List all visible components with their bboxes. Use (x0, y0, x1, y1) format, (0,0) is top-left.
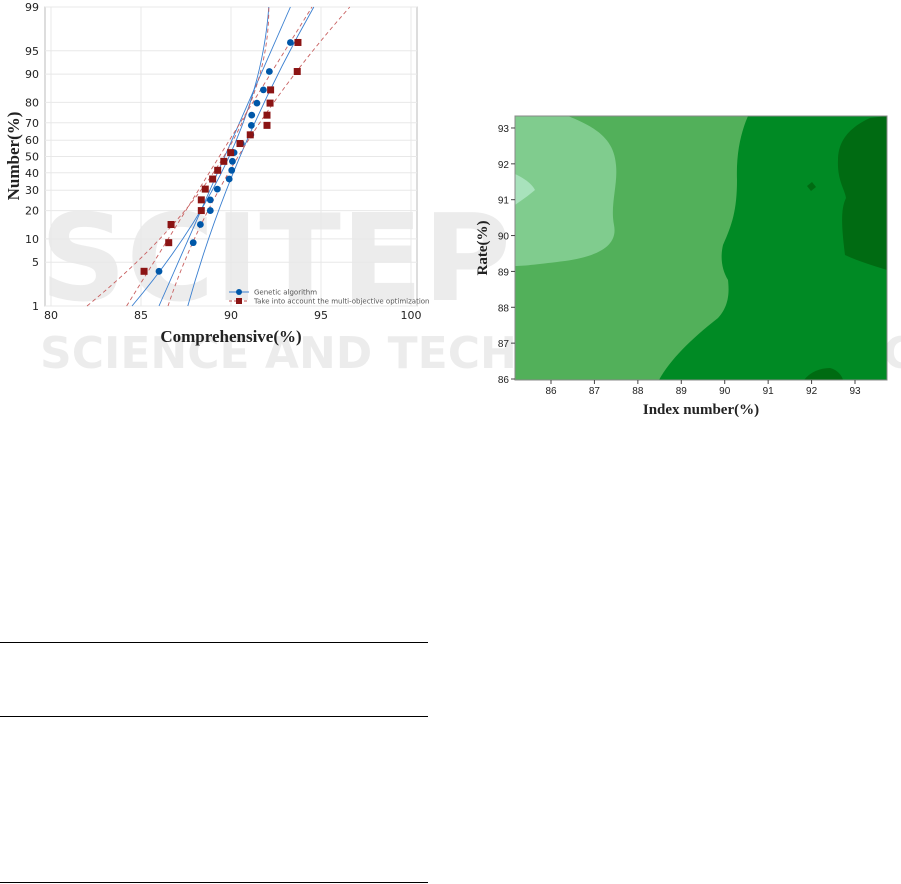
data-point-multiobjective (167, 220, 175, 228)
table-header-rule (0, 716, 428, 717)
data-point-multiobjective (165, 239, 173, 247)
probability-plot: 80 85 90 95 100 1 5 10 20 30 40 50 60 70 80 90 95 99 Comp… (4, 1, 430, 346)
data-point-multiobjective (209, 175, 217, 183)
data-point-multiobjective (263, 111, 271, 119)
data-point-genetic (228, 166, 236, 174)
data-point-multiobjective (236, 140, 244, 148)
table-top-rule (0, 642, 428, 643)
y-tick-label: 10 (25, 233, 39, 246)
contour-x-tick-label: 87 (589, 386, 601, 397)
data-point-multiobjective (266, 99, 274, 107)
y-tick-label: 80 (25, 96, 39, 109)
contour-y-tick-label: 87 (498, 339, 510, 350)
x-tick-label: 95 (314, 309, 328, 322)
grid (45, 6, 417, 307)
contour-x-tick-label: 92 (806, 386, 818, 397)
contour-region-darkest (837, 116, 887, 270)
data-points (140, 38, 302, 275)
fit-lines (86, 6, 351, 307)
contour-region-light (515, 116, 617, 266)
fit-line (158, 6, 291, 307)
data-point-multiobjective (220, 157, 228, 165)
contour-plot-area (514, 115, 888, 381)
contour-y-tick-label: 90 (498, 232, 510, 243)
contour-y-tick-label: 88 (498, 303, 510, 314)
y-tick-label: 99 (25, 1, 39, 14)
confidence-band-ci-lower (86, 6, 270, 307)
tick-labels: 80 85 90 95 100 1 5 10 20 30 40 50 60 70 80 90 95 99 (25, 1, 422, 322)
contour-y-tick-label: 89 (498, 267, 510, 278)
data-point-multiobjective (267, 86, 275, 94)
data-point-genetic (197, 221, 204, 228)
contour-x-tick-label: 89 (676, 386, 688, 397)
data-point-genetic (287, 39, 294, 46)
y-tick-label: 5 (32, 256, 39, 269)
x-axis-label: Comprehensive(%) (160, 327, 301, 346)
y-tick-label: 1 (32, 300, 39, 313)
data-point-genetic (225, 175, 233, 183)
data-point-multiobjective (294, 38, 302, 46)
y-tick-label: 95 (25, 45, 39, 58)
contour-y-axis-label: Rate(%) (475, 221, 491, 276)
data-point-multiobjective (214, 166, 222, 174)
confidence-band-ci-upper (187, 6, 315, 307)
data-point-genetic (189, 239, 197, 247)
data-point-genetic (206, 196, 214, 204)
data-point-multiobjective (263, 121, 271, 129)
y-tick-label: 50 (25, 151, 39, 164)
y-axis-label: Number(%) (4, 112, 23, 201)
table-bottom-rule (0, 882, 428, 883)
y-tick-label: 30 (25, 184, 39, 197)
x-tick-label: 80 (44, 309, 58, 322)
legend-marker-circle (236, 289, 242, 295)
contour-x-tick-label: 88 (632, 386, 644, 397)
data-point-genetic (206, 207, 214, 214)
contour-y-tick-label: 91 (498, 196, 510, 207)
y-tick-label: 70 (25, 117, 39, 130)
x-tick-label: 90 (224, 309, 238, 322)
contour-spot (807, 182, 816, 191)
contour-plot: 86 87 88 89 90 91 92 93 86 87 88 89 90 91 92 93 Index n… (475, 115, 888, 418)
legend: Genetic algorithm Take into account the … (229, 289, 430, 306)
contour-y-tick-label: 86 (498, 375, 510, 386)
data-point-genetic (155, 267, 163, 275)
data-point-multiobjective (201, 185, 209, 193)
x-tick-label: 85 (134, 309, 148, 322)
contour-x-tick-label: 93 (849, 386, 861, 397)
confidence-band-ci-lower (131, 6, 270, 307)
data-point-genetic (248, 111, 256, 119)
data-point-multiobjective (293, 68, 301, 76)
x-tick-label: 100 (401, 309, 422, 322)
y-tick-label: 90 (25, 68, 39, 81)
contour-region-bottom-spot (804, 368, 843, 380)
contour-x-tick-label: 90 (719, 386, 731, 397)
legend-label-multiobjective: Take into account the multi-objective op… (253, 298, 430, 306)
data-point-genetic (247, 121, 255, 129)
contour-y-tick-label: 93 (498, 124, 510, 135)
data-point-genetic (229, 157, 236, 165)
data-point-multiobjective (140, 267, 148, 275)
data-point-genetic (260, 86, 267, 94)
data-point-genetic (213, 185, 221, 193)
y-tick-label: 40 (25, 167, 39, 180)
fit-line (126, 6, 313, 307)
y-tick-label: 60 (25, 134, 39, 147)
data-point-genetic (253, 99, 261, 107)
contour-x-tick-label: 91 (763, 386, 775, 397)
contour-y-tick-label: 92 (498, 160, 510, 171)
contour-region-lightest (515, 174, 535, 205)
contour-x-axis-label: Index number(%) (643, 402, 759, 418)
data-point-multiobjective (227, 149, 235, 157)
contour-region-dark (659, 116, 887, 380)
data-point-multiobjective (197, 196, 205, 204)
legend-marker-square (236, 298, 242, 304)
data-point-genetic (265, 68, 273, 75)
legend-label-genetic: Genetic algorithm (254, 289, 317, 297)
contour-tick-labels: 86 87 88 89 90 91 92 93 86 87 88 89 90 91 92 93 (498, 124, 861, 397)
contour-x-tick-label: 86 (545, 386, 557, 397)
data-point-multiobjective (246, 131, 254, 139)
data-point-multiobjective (197, 207, 205, 215)
y-tick-label: 20 (25, 205, 39, 218)
